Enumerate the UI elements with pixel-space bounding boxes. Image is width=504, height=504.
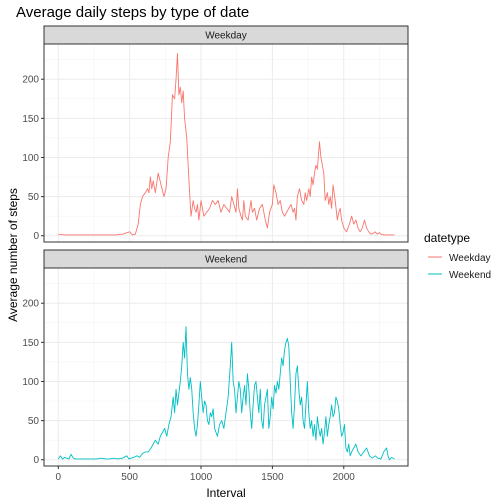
y-tick-label: 150 — [22, 338, 39, 349]
legend: datetype Weekday Weekend — [424, 231, 491, 281]
y-axis-label: Average number of steps — [6, 188, 20, 322]
series-line-weekend — [57, 326, 395, 461]
chart-title: Average daily steps by type of date — [16, 4, 249, 21]
facet-strip-weekday-label: Weekday — [205, 31, 247, 42]
x-tick-label: 1000 — [190, 472, 213, 483]
y-tick-label: 200 — [22, 299, 39, 310]
x-axis-label: Interval — [206, 486, 245, 500]
legend-title: datetype — [424, 231, 470, 245]
grid-weekend — [44, 268, 408, 466]
y-tick-label: 0 — [33, 231, 39, 242]
series-weekday — [58, 52, 395, 236]
y-tick-label: 150 — [22, 114, 39, 125]
x-tick-label: 1500 — [261, 472, 284, 483]
x-tick-label: 500 — [121, 472, 138, 483]
x-axis-ticks: 0 500 1000 1500 2000 — [55, 466, 355, 483]
x-tick-label: 0 — [55, 472, 61, 483]
y-tick-label: 50 — [28, 416, 40, 427]
series-line-weekday — [58, 52, 395, 236]
facet-weekend: Weekend 0 50 100 150 200 — [22, 249, 409, 467]
legend-label-weekend: Weekend — [449, 270, 491, 281]
panel-border-weekday — [43, 43, 409, 243]
panel-border-weekend — [43, 267, 409, 467]
facet-strip-weekend-label: Weekend — [205, 255, 247, 266]
y-ticks-weekend: 0 50 100 150 200 — [22, 299, 44, 466]
y-tick-label: 50 — [28, 192, 40, 203]
facet-panel-weekday — [43, 43, 409, 243]
legend-label-weekday: Weekday — [449, 253, 491, 264]
y-tick-label: 100 — [22, 153, 39, 164]
x-tick-label: 2000 — [333, 472, 356, 483]
grid-weekday — [44, 44, 408, 242]
y-tick-label: 100 — [22, 377, 39, 388]
y-ticks-weekday: 0 50 100 150 200 — [22, 75, 44, 242]
facet-panel-weekend — [43, 267, 409, 467]
series-weekend — [57, 326, 395, 461]
y-tick-label: 200 — [22, 75, 39, 86]
facet-weekday: Weekday 0 50 100 150 200 — [22, 25, 409, 243]
y-tick-label: 0 — [33, 455, 39, 466]
